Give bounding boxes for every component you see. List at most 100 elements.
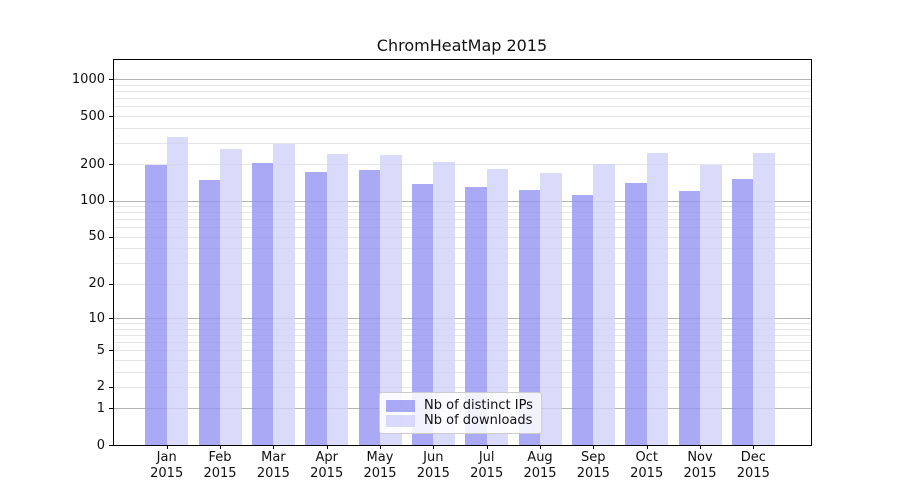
minor-gridline <box>114 227 811 229</box>
minor-gridline <box>114 350 811 352</box>
x-tick-label-oct: Oct 2015 <box>630 450 664 481</box>
bar-distinct-ips-apr <box>305 172 327 445</box>
x-tick-mark <box>326 445 328 449</box>
bar-distinct-ips-jun <box>411 184 434 445</box>
minor-gridline <box>114 212 811 214</box>
minor-gridline <box>114 98 811 100</box>
bar-downloads-sep <box>593 163 615 445</box>
legend: Nb of distinct IPs Nb of downloads <box>379 392 542 434</box>
y-tick-mark <box>109 350 113 352</box>
bar-downloads-apr <box>326 154 349 445</box>
y-tick-label: 5 <box>96 342 105 358</box>
x-tick-mark <box>753 445 755 449</box>
bar-distinct-ips-sep <box>571 195 594 445</box>
y-tick-label: 0 <box>96 437 105 453</box>
y-tick-label: 2 <box>96 379 105 395</box>
y-tick-label: 10 <box>88 310 105 326</box>
minor-gridline <box>114 84 811 86</box>
x-tick-label-mar: Mar 2015 <box>256 450 290 481</box>
x-tick-label-sep: Sep 2015 <box>576 450 610 481</box>
y-tick-label: 200 <box>80 156 105 172</box>
minor-gridline <box>114 359 811 361</box>
y-tick-mark <box>109 200 113 202</box>
x-tick-label-aug: Aug 2015 <box>523 450 557 481</box>
x-tick-mark <box>593 445 595 449</box>
bar-downloads-jan <box>166 137 189 445</box>
minor-gridline <box>114 323 811 325</box>
minor-gridline <box>114 164 811 166</box>
minor-gridline <box>114 263 811 265</box>
x-tick-label-apr: Apr 2015 <box>310 450 344 481</box>
legend-swatch-downloads <box>386 414 415 427</box>
bar-downloads-mar <box>273 144 295 445</box>
bar-downloads-feb <box>220 148 242 445</box>
minor-gridline <box>114 342 811 343</box>
legend-label-distinct-ips: Nb of distinct IPs <box>424 398 533 413</box>
y-tick-label: 1 <box>96 400 105 416</box>
minor-gridline <box>114 328 811 330</box>
y-tick-mark <box>109 116 113 117</box>
x-tick-mark <box>433 445 435 449</box>
x-tick-label-nov: Nov 2015 <box>683 450 717 481</box>
y-tick-mark <box>109 318 113 320</box>
minor-gridline <box>114 283 811 285</box>
x-tick-mark <box>646 445 648 449</box>
y-tick-label: 20 <box>88 276 105 292</box>
major-gridline <box>114 79 811 81</box>
x-tick-mark <box>540 445 541 449</box>
legend-label-downloads: Nb of downloads <box>424 413 533 428</box>
chart-title: ChromHeatMap 2015 <box>376 36 548 55</box>
y-tick-label: 100 <box>80 193 105 209</box>
major-gridline <box>114 200 811 202</box>
x-tick-mark <box>220 445 221 449</box>
minor-gridline <box>114 206 811 208</box>
y-tick-label: 1000 <box>71 71 105 87</box>
bar-distinct-ips-mar <box>251 163 274 445</box>
y-tick-mark <box>109 79 113 81</box>
x-tick-mark <box>486 445 488 449</box>
y-tick-mark <box>109 283 113 285</box>
minor-gridline <box>114 236 811 238</box>
x-tick-label-jun: Jun 2015 <box>416 450 450 481</box>
legend-item-distinct-ips: Nb of distinct IPs <box>386 398 533 413</box>
bar-downloads-jul <box>486 169 509 445</box>
bar-downloads-jun <box>433 161 455 445</box>
x-tick-label-feb: Feb 2015 <box>203 450 237 481</box>
x-tick-label-may: May 2015 <box>363 450 397 481</box>
bar-distinct-ips-aug <box>518 189 540 445</box>
bar-distinct-ips-oct <box>625 182 647 445</box>
bar-distinct-ips-dec <box>731 178 754 445</box>
x-tick-mark <box>273 445 275 449</box>
minor-gridline <box>114 386 811 388</box>
legend-item-downloads: Nb of downloads <box>386 413 533 428</box>
bar-downloads-nov <box>700 165 722 445</box>
minor-gridline <box>114 142 811 144</box>
y-tick-mark <box>109 445 113 446</box>
bar-downloads-oct <box>646 152 669 445</box>
bar-distinct-ips-may <box>358 169 380 445</box>
bar-distinct-ips-feb <box>198 180 220 445</box>
legend-swatch-distinct-ips <box>386 399 415 412</box>
x-tick-label-jul: Jul 2015 <box>470 450 504 481</box>
x-tick-mark <box>166 445 168 449</box>
plot-area <box>113 59 812 446</box>
minor-gridline <box>114 334 811 336</box>
bar-distinct-ips-nov <box>678 191 700 445</box>
major-gridline <box>114 318 811 320</box>
x-tick-mark <box>380 445 381 449</box>
minor-gridline <box>114 127 811 129</box>
y-tick-mark <box>109 408 113 410</box>
minor-gridline <box>114 106 811 108</box>
bar-downloads-aug <box>540 172 562 445</box>
y-tick-mark <box>109 236 113 238</box>
bar-distinct-ips-jan <box>145 165 167 445</box>
minor-gridline <box>114 91 811 93</box>
bar-downloads-dec <box>753 152 775 445</box>
x-tick-label-dec: Dec 2015 <box>736 450 770 481</box>
y-tick-label: 500 <box>80 108 105 124</box>
minor-gridline <box>114 116 811 117</box>
minor-gridline <box>114 248 811 250</box>
y-tick-label: 50 <box>88 229 105 245</box>
bar-downloads-may <box>380 155 402 445</box>
